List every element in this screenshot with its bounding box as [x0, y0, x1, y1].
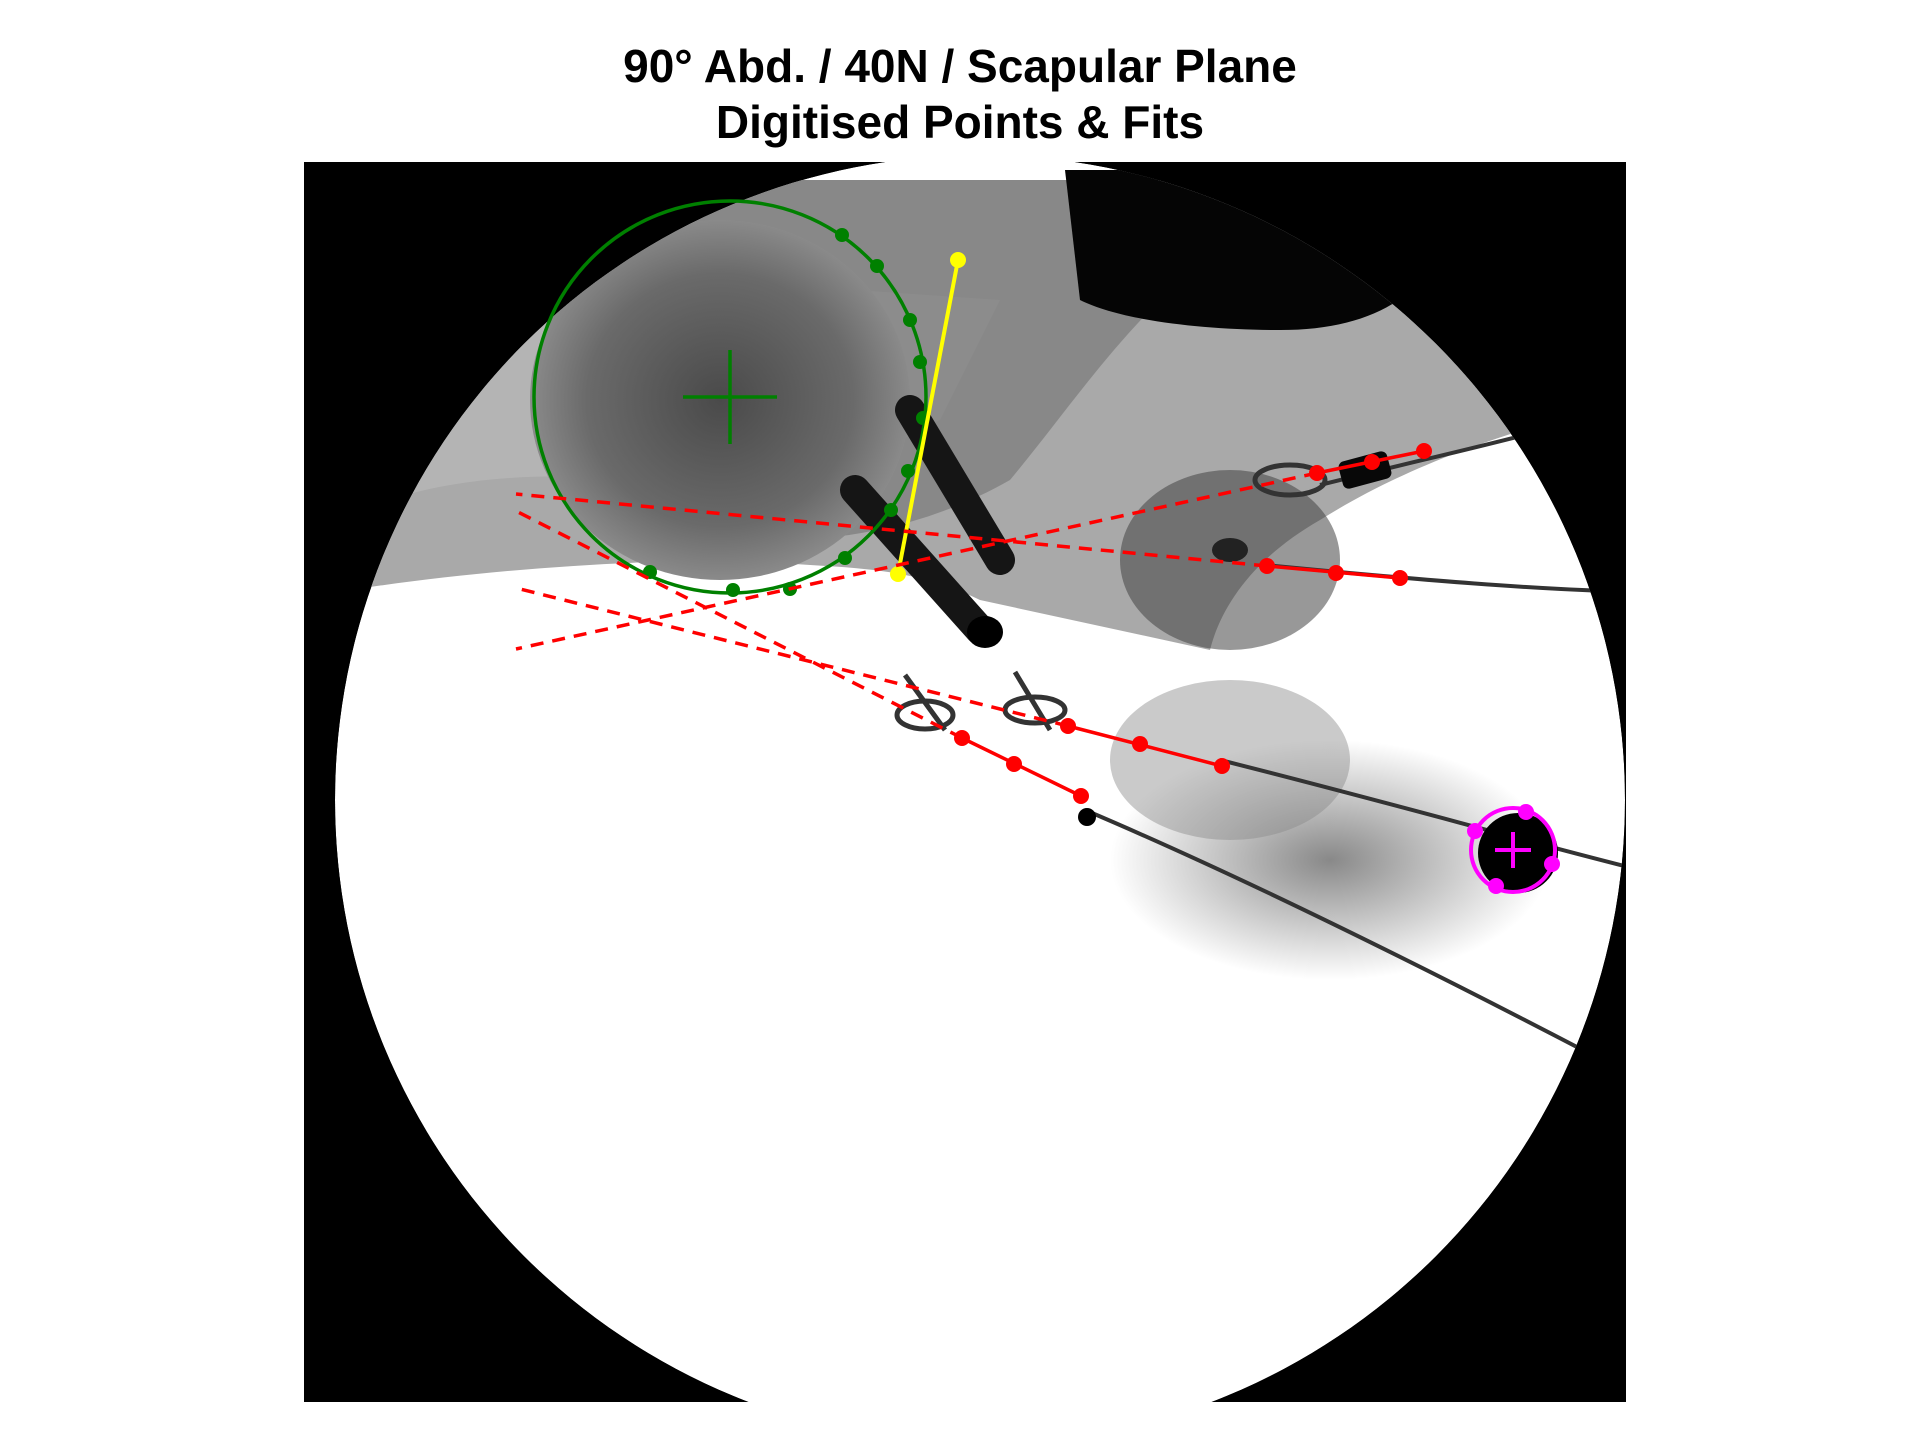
humeral-head — [530, 220, 910, 580]
wire-4 — [1084, 808, 1625, 1082]
humeral-head-fit — [532, 199, 930, 597]
humeral-head-center-cross — [683, 350, 777, 444]
glenoid-line — [890, 252, 966, 582]
wire-fits — [515, 449, 1425, 798]
marker-center-cross — [1495, 832, 1531, 868]
wire-fit-points — [954, 443, 1432, 804]
figure-title-line-1: 90° Abd. / 40N / Scapular Plane — [623, 40, 1297, 92]
marker-fit — [1467, 804, 1560, 894]
wire-3 — [1219, 758, 1625, 872]
figure-title-line-2: Digitised Points & Fits — [715, 96, 1205, 148]
marker-ball — [1478, 813, 1558, 893]
